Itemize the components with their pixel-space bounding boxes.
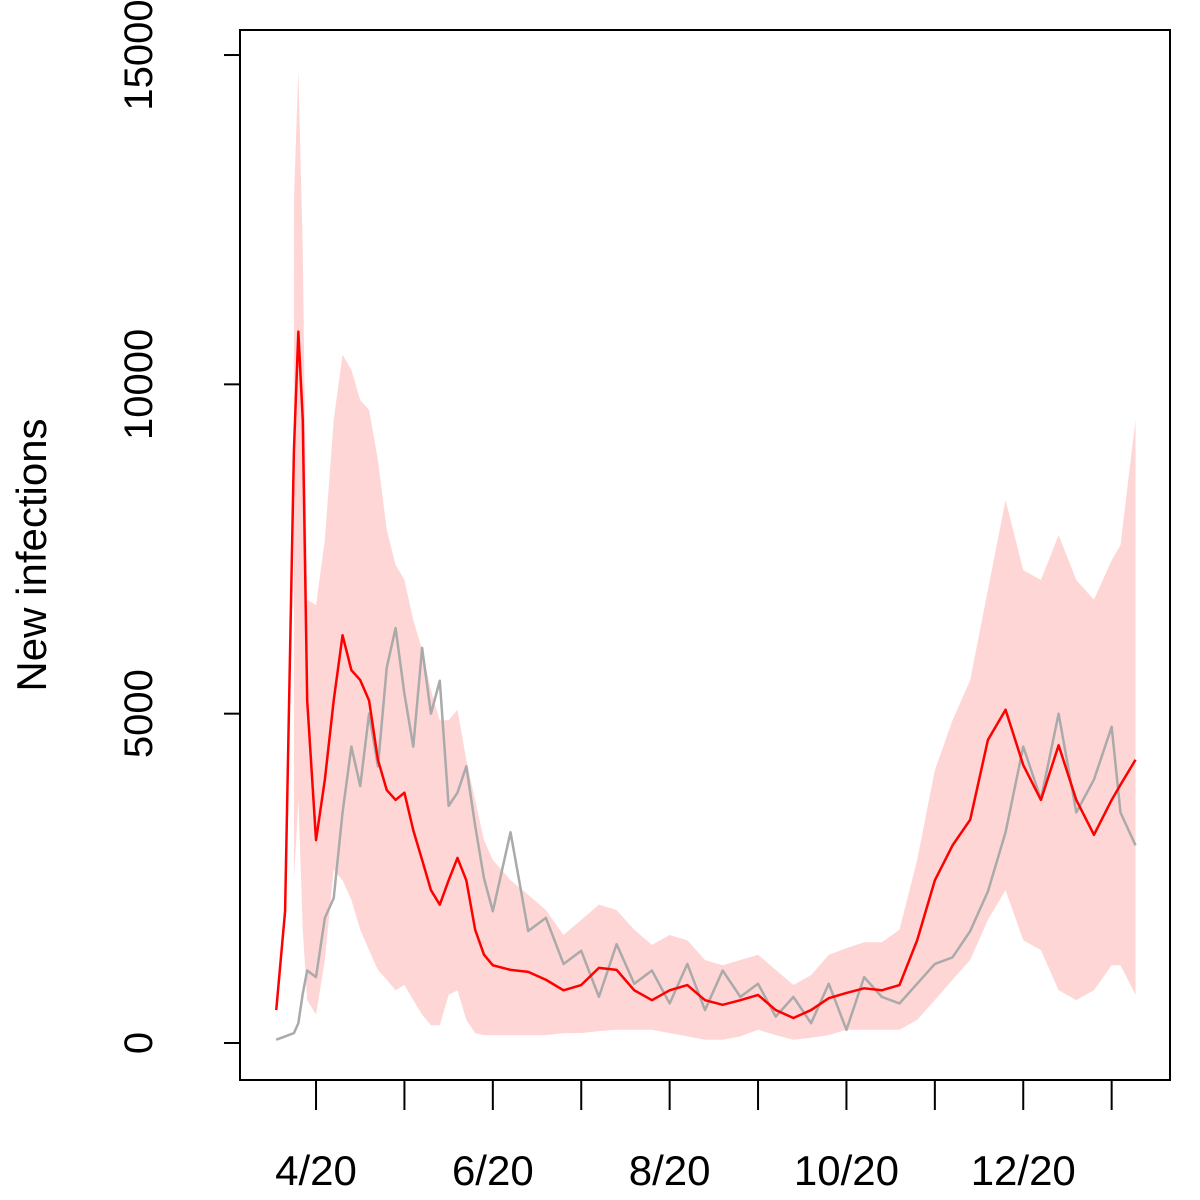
x-tick-label: 8/20 bbox=[629, 1147, 711, 1194]
y-axis-label: New infections bbox=[8, 418, 55, 691]
y-tick-label: 0 bbox=[117, 1032, 161, 1054]
y-tick-label: 10000 bbox=[117, 329, 161, 440]
series-line bbox=[275, 626, 1137, 1041]
x-tick-label: 12/20 bbox=[971, 1147, 1076, 1194]
x-tick-label: 6/20 bbox=[452, 1147, 534, 1194]
series-line bbox=[274, 330, 1137, 1020]
y-tick-label: 5000 bbox=[117, 669, 161, 758]
plot-frame bbox=[239, 29, 1171, 1081]
y-tick-label: 15000 bbox=[117, 0, 161, 111]
x-tick-label: 4/20 bbox=[275, 1147, 357, 1194]
x-tick-label: 10/20 bbox=[794, 1147, 899, 1194]
confidence-band bbox=[293, 70, 1136, 1040]
